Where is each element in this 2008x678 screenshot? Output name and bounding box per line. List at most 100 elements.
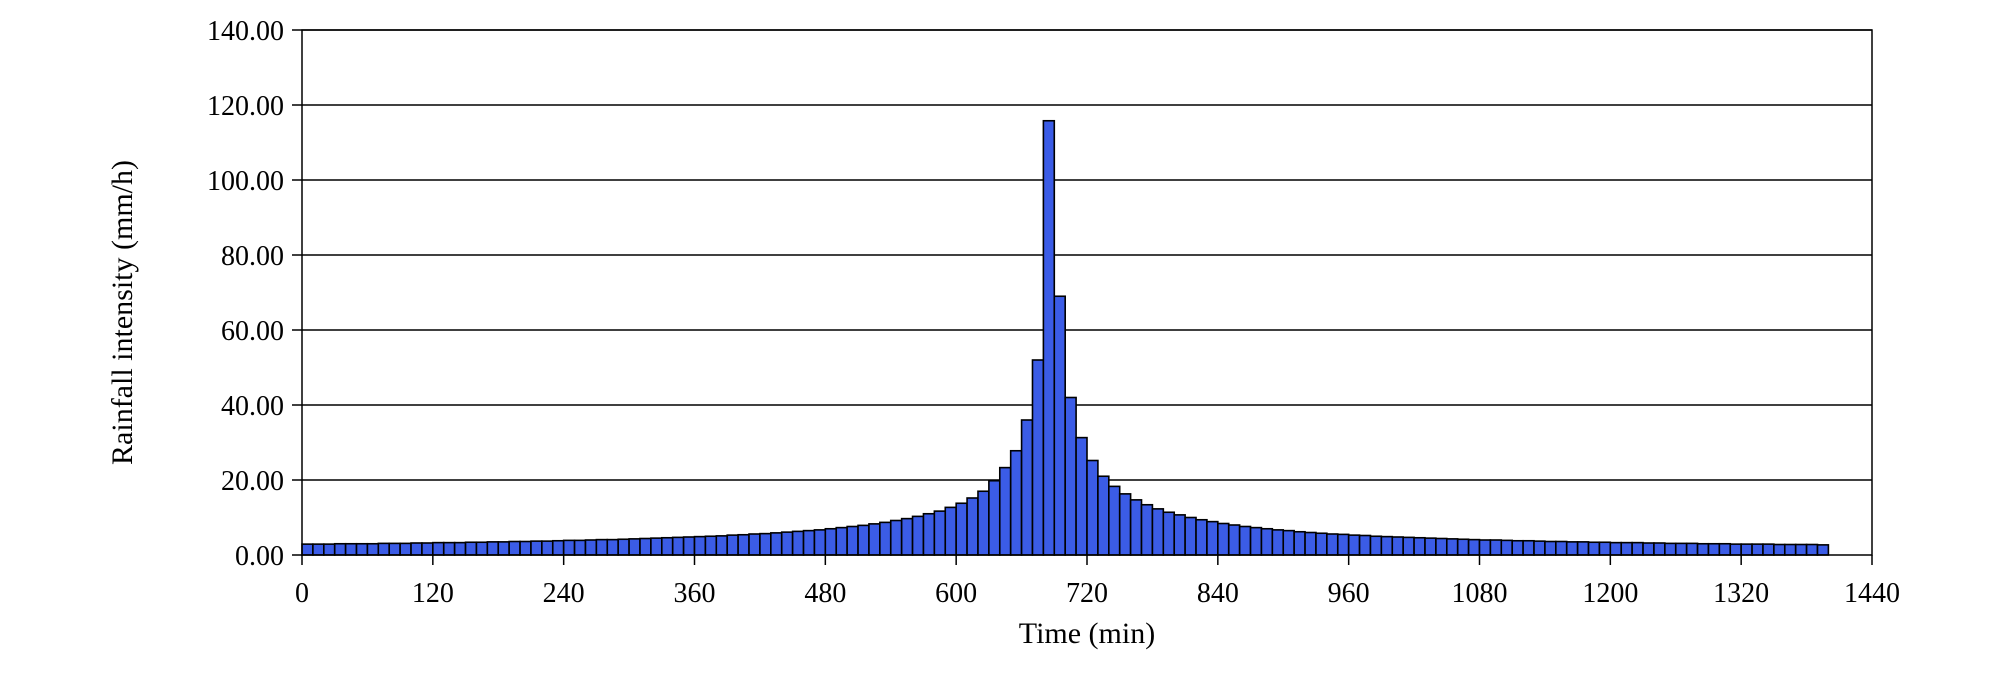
bar [312, 543, 325, 556]
bar [1391, 536, 1404, 556]
x-tick-label: 0 [295, 578, 309, 609]
bar [802, 529, 816, 556]
bar [770, 532, 783, 556]
bar [1009, 449, 1023, 556]
bar [933, 510, 947, 556]
bar [846, 525, 859, 556]
bar [1282, 529, 1295, 556]
x-tick-label: 960 [1328, 578, 1370, 609]
y-axis-title: Rainfall intensity (mm/h) [106, 160, 139, 465]
bar [922, 512, 936, 556]
bar [377, 542, 391, 556]
bar [1304, 531, 1317, 556]
bar [530, 540, 543, 556]
bar [1369, 535, 1383, 556]
bar [780, 531, 794, 556]
bar [1424, 537, 1437, 556]
bar [1293, 530, 1306, 556]
bar [541, 540, 554, 556]
bar [464, 541, 478, 556]
bar [486, 541, 500, 556]
bar [366, 542, 380, 556]
bar [421, 542, 434, 556]
bar [1533, 540, 1546, 556]
grid-layer [302, 29, 1872, 481]
bar [606, 538, 619, 556]
bar [1631, 541, 1644, 556]
bar [1217, 522, 1230, 556]
bar [432, 541, 445, 556]
y-tick-label: 60.00 [221, 316, 284, 347]
bar [835, 526, 848, 556]
y-tick-label: 120.00 [207, 91, 284, 122]
bar [879, 521, 892, 556]
bar [1598, 541, 1612, 556]
bar [944, 506, 957, 556]
bar [1467, 538, 1481, 556]
bar [911, 515, 925, 556]
bar [1206, 520, 1219, 556]
bar [1773, 543, 1786, 556]
bar [1336, 533, 1350, 556]
bar [1718, 542, 1732, 556]
bar [1522, 539, 1535, 556]
bar [1358, 534, 1372, 556]
bar [1456, 538, 1470, 556]
bar [1053, 295, 1066, 556]
bar [726, 534, 739, 556]
x-tick-label: 840 [1197, 578, 1239, 609]
x-tick-label: 120 [412, 578, 454, 609]
bar [824, 527, 838, 556]
bar [497, 541, 510, 556]
bar [1555, 540, 1568, 556]
bar [1118, 493, 1132, 556]
bar [301, 543, 314, 556]
bar [737, 533, 750, 556]
bar [475, 541, 489, 556]
x-tick-label: 1200 [1582, 578, 1638, 609]
bar [1020, 419, 1034, 556]
bar [1500, 539, 1514, 556]
bar [1478, 539, 1492, 556]
bar [1031, 359, 1045, 556]
bar [1227, 524, 1241, 556]
bar [344, 542, 358, 556]
bar [1249, 526, 1263, 556]
bar [988, 479, 1001, 556]
y-tick-label: 40.00 [221, 391, 284, 422]
bar [1075, 436, 1088, 556]
bar [966, 497, 979, 556]
bar [857, 524, 870, 556]
bar [1576, 541, 1590, 556]
bar [562, 539, 576, 556]
bar [1664, 542, 1677, 556]
bar [1097, 475, 1110, 556]
bar [868, 523, 881, 556]
bar [551, 539, 565, 556]
bar [1489, 539, 1503, 556]
bar [1653, 542, 1666, 556]
bar [682, 536, 696, 556]
bar [595, 538, 609, 556]
bar [1151, 508, 1165, 556]
bar [998, 466, 1012, 556]
bar [671, 536, 685, 556]
bar [1380, 535, 1394, 556]
bar [323, 543, 336, 556]
x-tick-label: 1320 [1713, 578, 1769, 609]
bar [1707, 542, 1721, 556]
bar [1184, 516, 1197, 556]
bar [1086, 459, 1099, 556]
label-layer: 0.00 20.00 40.00 60.00 80.00 100.00 120.00 140.… [207, 16, 1900, 609]
bar [1783, 543, 1797, 556]
bar [1042, 119, 1056, 556]
bar [388, 542, 401, 556]
bar [1674, 542, 1688, 556]
bar [1609, 541, 1623, 556]
bar [1511, 539, 1524, 556]
bar [1565, 541, 1579, 556]
bar [1587, 541, 1601, 556]
bar [1413, 536, 1426, 556]
